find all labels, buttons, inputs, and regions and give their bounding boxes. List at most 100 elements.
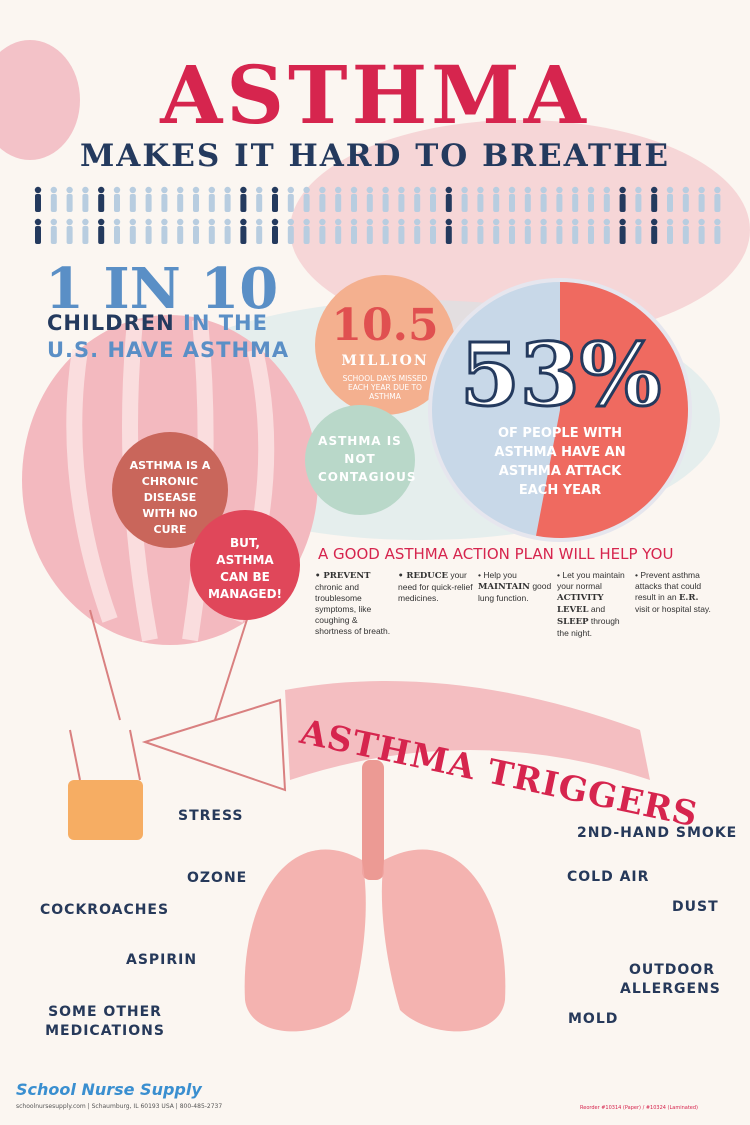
text: CHILDREN <box>47 311 175 335</box>
person-body <box>319 194 326 212</box>
person-body <box>335 226 342 244</box>
person-body <box>177 226 184 244</box>
plan-heading: A GOOD ASTHMA ACTION PLAN WILL HELP YOU <box>318 545 674 563</box>
person-head <box>177 186 184 194</box>
person-head <box>287 218 294 226</box>
person-head <box>651 218 658 226</box>
person-head <box>319 218 326 226</box>
person-body <box>461 194 468 212</box>
plan-text: • Prevent asthma attacks that could resu… <box>635 570 702 602</box>
person-head <box>145 186 152 194</box>
person-body <box>493 226 500 244</box>
person-body <box>50 194 57 212</box>
person-head <box>177 218 184 226</box>
person-body <box>430 194 436 212</box>
trigger: DUST <box>672 899 719 915</box>
trigger: OZONE <box>187 870 248 886</box>
person-body <box>619 194 626 212</box>
plan-item: • Prevent asthma attacks that could resu… <box>635 570 711 615</box>
plan-text: • Help you <box>478 570 517 580</box>
brand: School Nurse Supply <box>16 1080 202 1099</box>
person-body <box>493 194 500 212</box>
contagious-circle <box>305 405 415 515</box>
right-lung <box>381 849 506 1032</box>
person-body <box>98 226 105 244</box>
school-days-number: 10.5 <box>331 300 439 351</box>
trigger: STRESS <box>178 808 244 824</box>
plan-text: E.R. <box>678 593 699 603</box>
person-head <box>540 186 547 194</box>
plan-text: your need for quick-relief medicines. <box>398 570 473 603</box>
person-body <box>635 226 642 244</box>
person-head <box>682 186 689 194</box>
person-head <box>366 218 373 226</box>
person-head <box>666 186 674 194</box>
person-body <box>651 226 658 244</box>
person-body <box>714 194 721 212</box>
person-head <box>50 218 57 226</box>
person-body <box>351 194 357 212</box>
ribbon <box>285 681 650 780</box>
person-body <box>398 194 405 212</box>
person-body <box>477 226 484 244</box>
person-head <box>524 218 531 226</box>
plan-text: • REDUCE <box>398 571 448 581</box>
person-head <box>350 186 358 194</box>
person-head <box>192 186 200 194</box>
managed: BUT, ASTHMA CAN BE MANAGED! <box>207 536 283 601</box>
person-body <box>35 226 41 244</box>
subtitle: MAKES IT HARD TO BREATHE <box>79 138 671 174</box>
person-body <box>287 194 294 212</box>
person-body <box>129 226 136 244</box>
person-body <box>114 194 120 212</box>
person-body <box>161 194 168 212</box>
plan-text: visit or hospital stay. <box>635 604 711 614</box>
person-body <box>588 226 594 244</box>
trigger: OUTDOOR ALLERGENS <box>620 962 721 997</box>
person-head <box>303 186 310 194</box>
plan-item: • REDUCE your need for quick-relief medi… <box>398 570 474 604</box>
person-body <box>398 226 405 244</box>
person-head <box>303 218 310 226</box>
left-lung <box>244 849 366 1032</box>
person-body <box>445 226 452 244</box>
person-head <box>477 218 484 226</box>
person-body <box>240 226 247 244</box>
person-head <box>271 186 279 194</box>
plan-text: good lung function. <box>478 581 552 603</box>
person-head <box>335 218 342 226</box>
person-body <box>698 194 705 212</box>
person-body <box>461 226 468 244</box>
person-head <box>224 186 231 194</box>
attack-text: OF PEOPLE WITH ASTHMA HAVE AN ASTHMA ATT… <box>494 426 626 498</box>
person-body <box>208 194 215 212</box>
person-head <box>698 218 705 226</box>
person-body <box>366 226 373 244</box>
person-body <box>682 226 689 244</box>
person-body <box>556 226 563 244</box>
person-body <box>240 194 247 212</box>
person-head <box>635 186 642 194</box>
line: U.S. HAVE ASTHMA <box>47 338 290 362</box>
person-head <box>98 218 105 226</box>
person-head <box>161 186 168 194</box>
person-body <box>177 194 184 212</box>
person-body <box>161 226 168 244</box>
person-body <box>382 194 389 212</box>
person-body <box>382 226 389 244</box>
person-body <box>82 226 89 244</box>
person-body <box>208 226 215 244</box>
person-body <box>477 194 484 212</box>
person-body <box>588 194 594 212</box>
person-body <box>682 194 689 212</box>
person-head <box>461 218 468 226</box>
person-head <box>66 186 73 194</box>
person-body <box>224 226 231 244</box>
person-body <box>224 194 231 212</box>
person-head <box>429 218 437 226</box>
person-body <box>319 226 326 244</box>
plan-text: chronic and troublesome symptoms, like c… <box>315 582 391 636</box>
person-head <box>540 218 547 226</box>
person-body <box>651 194 658 212</box>
